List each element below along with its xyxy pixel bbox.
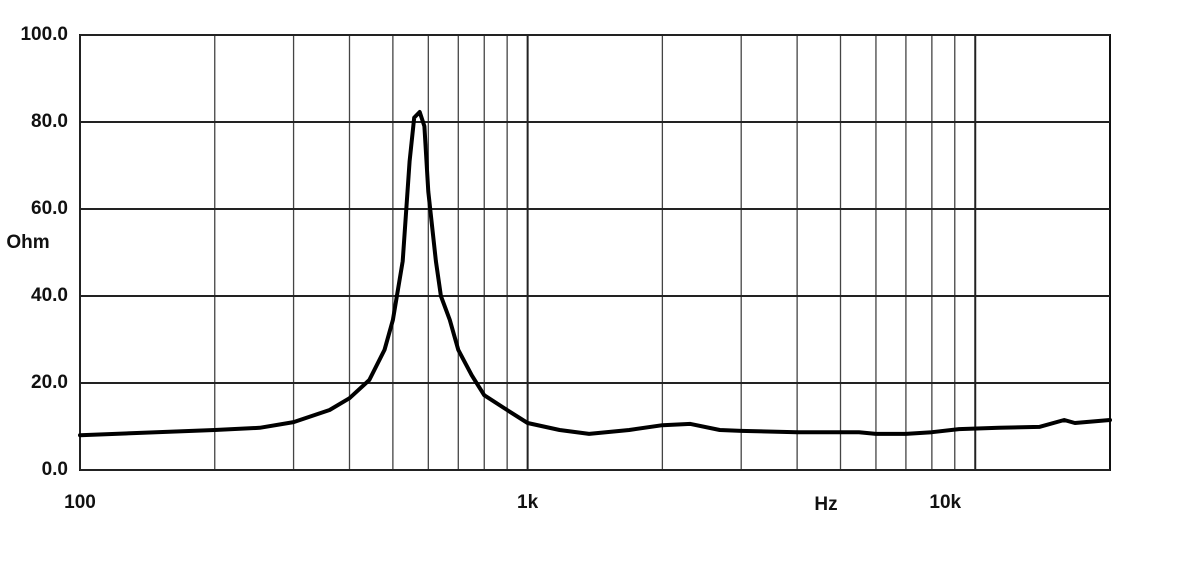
y-axis-label: Ohm: [6, 232, 49, 253]
x-tick-label: 100: [64, 492, 96, 513]
y-tick-label: 40.0: [31, 285, 68, 306]
y-tick-label: 100.0: [20, 24, 68, 45]
impedance-line: [78, 110, 1112, 438]
y-tick-label: 80.0: [31, 111, 68, 132]
plot-frame: [79, 34, 1111, 471]
y-tick-label: 60.0: [31, 198, 68, 219]
x-tick-label: 10k: [929, 492, 961, 513]
y-tick-label: 20.0: [31, 372, 68, 393]
x-axis-label: Hz: [814, 494, 837, 515]
y-tick-label: 0.0: [42, 459, 68, 480]
x-tick-label: 1k: [517, 492, 539, 513]
